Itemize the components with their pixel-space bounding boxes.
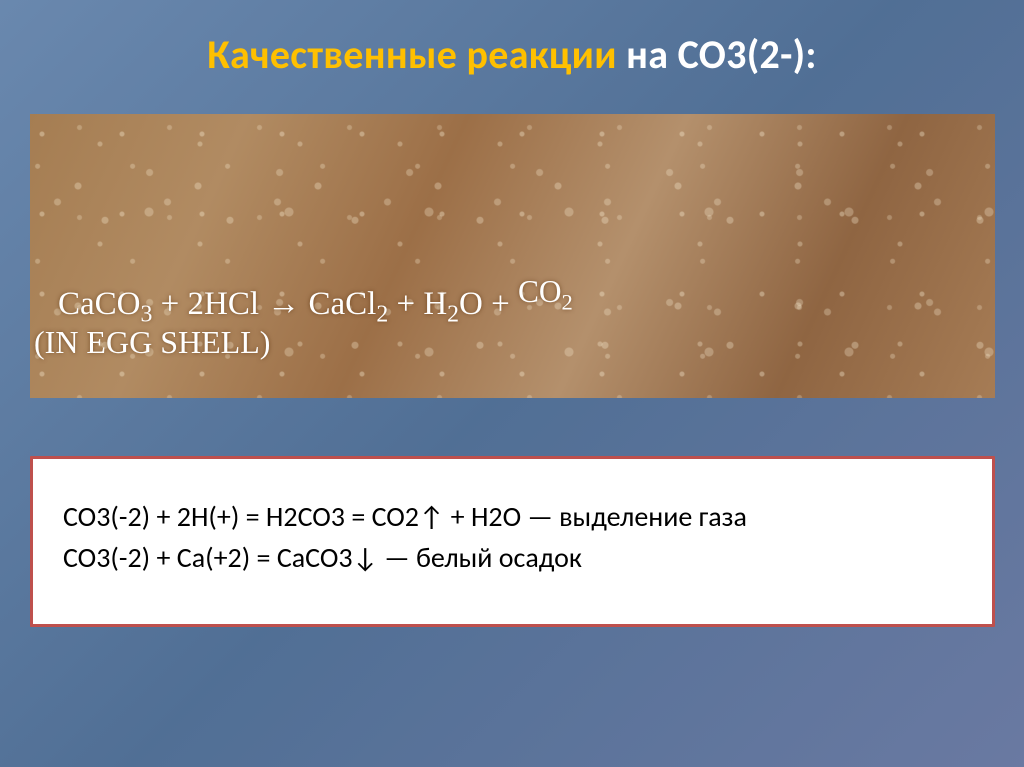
text-panel: CO3(-2) + 2H(+) = H2CO3 = CO2↑ + H2O — в… <box>30 456 995 627</box>
title-highlight: Качественные реакции <box>207 30 617 79</box>
reaction-photo: CaCO3 + 2HCl → CaCl2 + H2O + CO2 (IN EGG… <box>30 114 995 398</box>
eq-gas: CO2 <box>518 274 573 309</box>
slide-container: Качественные реакции на CO3(2-): CaCO3 +… <box>0 0 1024 767</box>
eq-part: + H <box>388 286 447 322</box>
eq-part: O + <box>459 286 518 322</box>
eq-gas-formula: CO <box>518 274 562 309</box>
panel-line-1: CO3(-2) + 2H(+) = H2CO3 = CO2↑ + H2O — в… <box>63 497 962 538</box>
eq-sub: 2 <box>447 302 459 328</box>
panel-line-2: CO3(-2) + Ca(+2) = CaCO3↓ — белый осадок <box>63 538 962 579</box>
photo-caption: (IN EGG SHELL) <box>34 324 270 361</box>
eq-sub: 2 <box>376 302 388 328</box>
eq-gas-sub: 2 <box>562 289 573 314</box>
equation-line: CaCO3 + 2HCl → CaCl2 + H2O + CO2 <box>58 274 573 329</box>
eq-part: CaCO <box>58 286 141 322</box>
eq-part: + 2HCl → CaCl <box>152 286 376 322</box>
slide-title: Качественные реакции на CO3(2-): <box>30 30 994 79</box>
title-rest: на CO3(2-): <box>617 30 817 79</box>
